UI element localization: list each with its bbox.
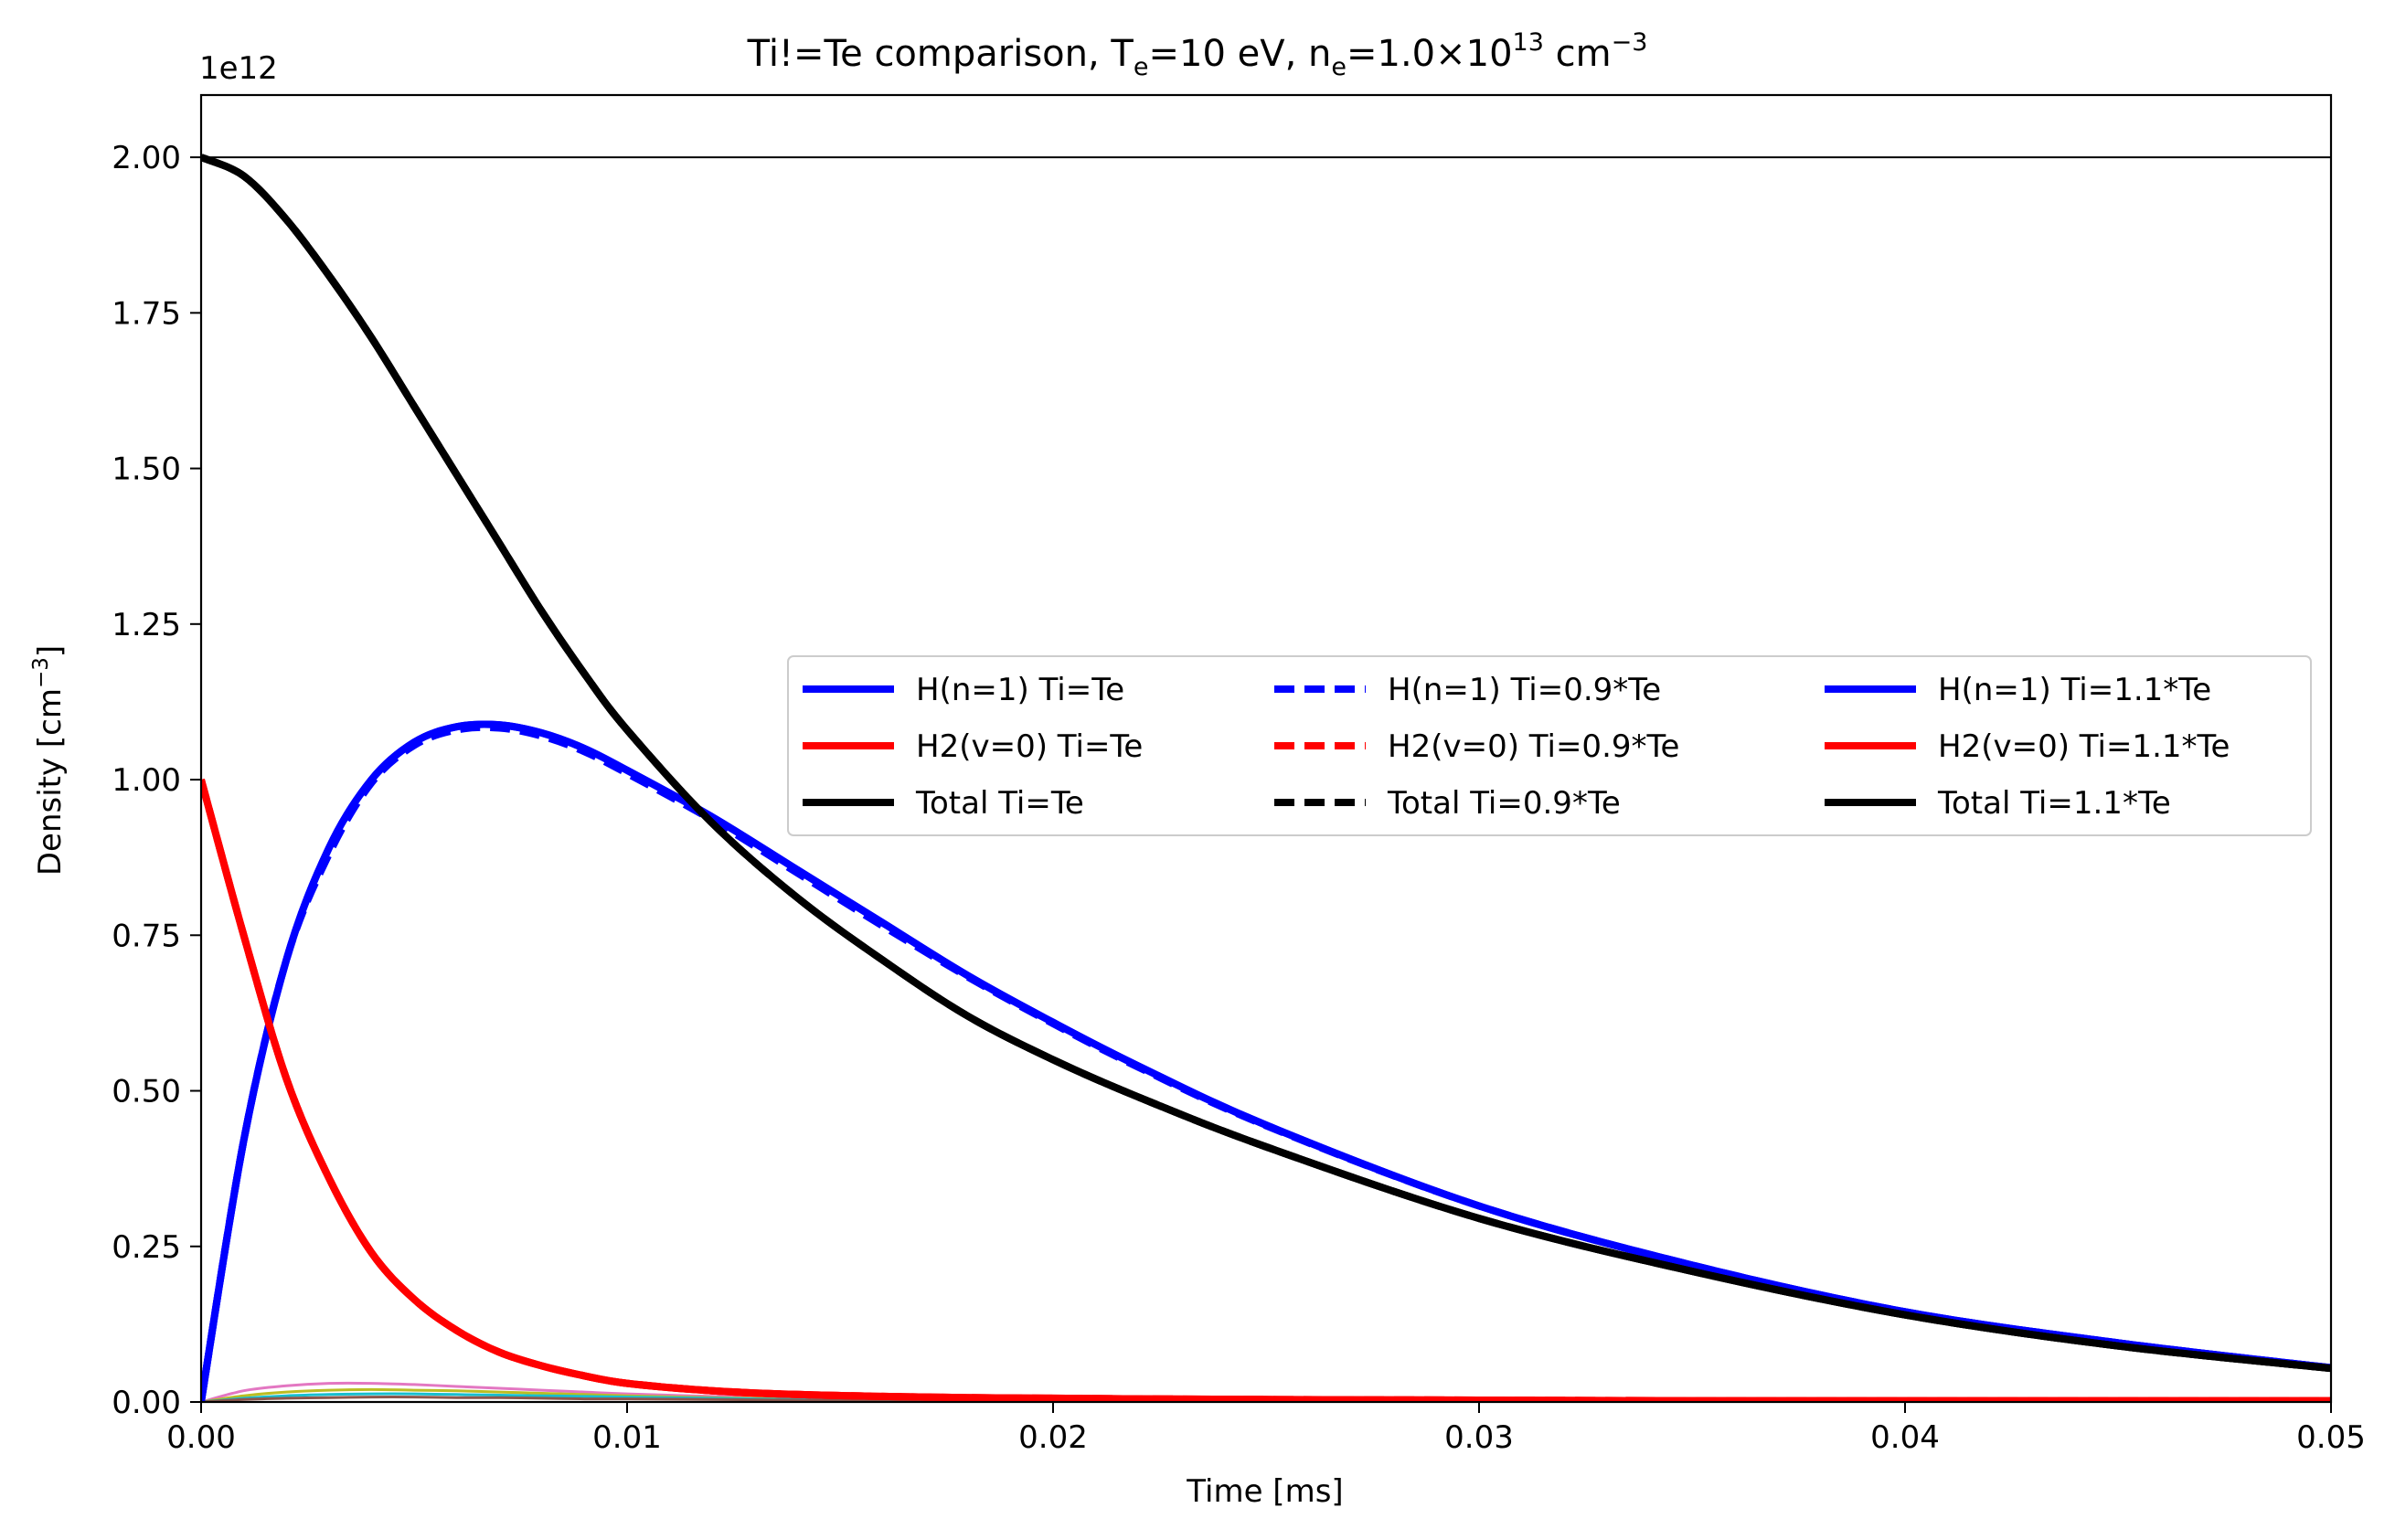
y-tick-label: 0.50 xyxy=(112,1074,181,1110)
axis-ticks: 0.00 0.01 0.02 0.03 0.04 0.05 0.00 0.25 0.50 0.75… xyxy=(112,140,2366,1456)
legend-label: H2(v=0) Ti=1.1*Te xyxy=(1938,728,2230,765)
y-tick-label: 2.00 xyxy=(112,140,181,176)
y-tick-label: 1.75 xyxy=(112,295,181,332)
y-tick-label: 0.75 xyxy=(112,918,181,954)
legend-entries: H(n=1) Ti=Te H2(v=0) Ti=Te Total Ti=Te H(n=… xyxy=(803,672,2230,822)
x-tick-label: 0.02 xyxy=(1018,1419,1088,1456)
legend-label: H(n=1) Ti=1.1*Te xyxy=(1938,672,2211,708)
series-line xyxy=(201,154,2331,1373)
y-tick-label: 1.50 xyxy=(112,451,181,488)
series-group xyxy=(201,154,2331,1402)
plot-frame xyxy=(199,93,2333,1404)
chart-title: Ti!=Te comparison, Te=10 eV, ne=1.0×1013… xyxy=(747,28,1648,81)
series-line xyxy=(201,778,2331,1402)
y-tick-label: 1.25 xyxy=(112,607,181,643)
legend-label: Total Ti=0.9*Te xyxy=(1387,785,1621,822)
legend-label: H(n=1) Ti=Te xyxy=(916,672,1124,708)
minor-series-line xyxy=(201,1395,2331,1402)
legend-label: Total Ti=Te xyxy=(915,785,1084,822)
legend-label: H2(v=0) Ti=0.9*Te xyxy=(1388,728,1679,765)
series-line xyxy=(201,778,2331,1402)
x-tick-label: 0.04 xyxy=(1870,1419,1940,1456)
legend-label: H(n=1) Ti=0.9*Te xyxy=(1388,672,1661,708)
x-tick-label: 0.01 xyxy=(592,1419,662,1456)
legend-label: Total Ti=1.1*Te xyxy=(1937,785,2171,822)
x-tick-label: 0.03 xyxy=(1444,1419,1514,1456)
legend: H(n=1) Ti=Te H2(v=0) Ti=Te Total Ti=Te H(n=… xyxy=(787,655,2312,836)
series-line xyxy=(201,778,2331,1402)
legend-box xyxy=(787,655,2312,836)
y-tick-label: 0.25 xyxy=(112,1229,181,1266)
legend-label: H2(v=0) Ti=Te xyxy=(916,728,1143,765)
y-tick-label: 0.00 xyxy=(112,1385,181,1421)
y-tick-label: 1.00 xyxy=(112,762,181,799)
y-offset-label: 1e12 xyxy=(199,50,278,87)
x-tick-label: 0.00 xyxy=(166,1419,236,1456)
y-axis-label: Density [cm−3] xyxy=(29,645,69,876)
x-tick-label: 0.05 xyxy=(2296,1419,2366,1456)
x-axis-label: Time [ms] xyxy=(1186,1473,1343,1510)
series-line xyxy=(201,720,2331,1402)
